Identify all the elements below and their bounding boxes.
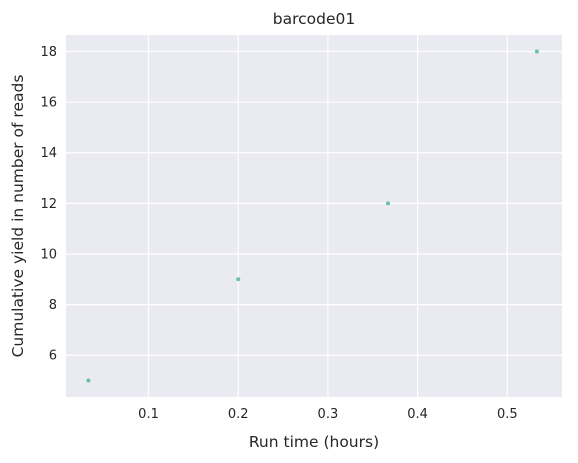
y-tick-label: 12: [40, 197, 57, 212]
data-point: [236, 277, 241, 282]
y-axis-label: Cumulative yield in number of reads: [9, 75, 27, 358]
x-axis-label: Run time (hours): [249, 433, 379, 451]
plot-area: [66, 35, 562, 397]
x-tick-label: 0.2: [228, 407, 249, 422]
grid-lines: [66, 35, 562, 397]
y-tick-label: 16: [40, 96, 57, 111]
data-point: [534, 49, 539, 54]
x-tick-label: 0.5: [497, 407, 518, 422]
y-tick-label: 14: [40, 146, 57, 161]
x-tick-label: 0.4: [407, 407, 428, 422]
chart-title: barcode01: [273, 10, 355, 28]
y-tick-label: 18: [40, 45, 57, 60]
y-tick-label: 10: [40, 247, 57, 262]
data-point: [86, 378, 91, 383]
x-tick-labels: 0.1 0.2 0.3 0.4 0.5: [138, 407, 517, 422]
x-tick-label: 0.3: [318, 407, 339, 422]
x-tick-label: 0.1: [138, 407, 159, 422]
data-point: [385, 201, 390, 206]
y-tick-label: 8: [49, 298, 57, 313]
y-tick-label: 6: [49, 349, 57, 364]
y-tick-labels: 6 8 10 12 14 16 18: [40, 45, 57, 364]
data-points: [86, 49, 539, 383]
